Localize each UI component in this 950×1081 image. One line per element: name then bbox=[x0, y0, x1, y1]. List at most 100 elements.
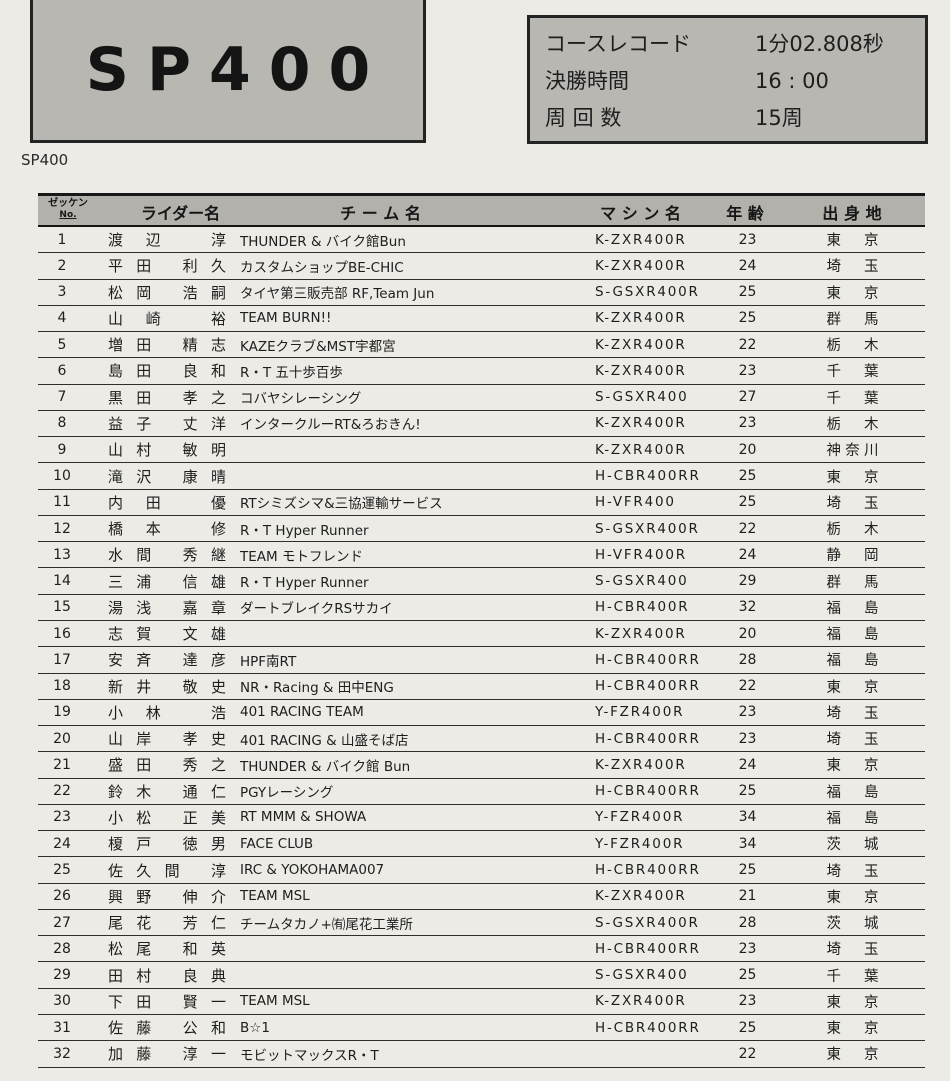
table-row: 5 増田 精志 KAZEクラブ&MST宇都宮 K-ZXR400R 22 栃木 bbox=[38, 332, 925, 359]
cell-rider: 新井 敬史 bbox=[108, 677, 226, 696]
cell-no: 29 bbox=[53, 967, 71, 984]
table-row: 3 松岡 浩嗣 タイヤ第三販売部 RF,Team Jun S-GSXR400R … bbox=[38, 280, 925, 306]
cell-rider: 山岸 孝史 bbox=[108, 730, 226, 749]
cell-rider: 三浦 信雄 bbox=[108, 572, 226, 591]
cell-origin: 福島 bbox=[826, 653, 879, 670]
cell-team: THUNDER & バイク館 Bun bbox=[240, 758, 411, 775]
cell-age: 23 bbox=[738, 362, 757, 379]
table-row: 19 小林 浩 401 RACING TEAM Y-FZR400R 23 埼玉 bbox=[38, 700, 925, 727]
cell-no: 3 bbox=[57, 284, 67, 301]
cell-no: 31 bbox=[53, 1019, 71, 1036]
cell-rider: 尾花 芳仁 bbox=[108, 914, 226, 933]
cell-origin: 群馬 bbox=[826, 574, 879, 591]
cell-machine: Y-FZR400R bbox=[595, 809, 685, 826]
cell-machine: S-GSXR400 bbox=[595, 573, 689, 590]
cell-machine: S-GSXR400 bbox=[595, 389, 689, 406]
table-row: 15 湯浅 嘉章 ダートブレイクRSサカイ H-CBR400R 32 福島 bbox=[38, 595, 925, 621]
cell-rider: 田村 良典 bbox=[108, 966, 226, 985]
cell-age: 20 bbox=[738, 625, 757, 642]
laps-label: 周 回 数 bbox=[545, 106, 622, 130]
header-age: 年 齢 bbox=[726, 204, 764, 223]
cell-no: 10 bbox=[53, 468, 71, 485]
cell-machine: K-ZXR400R bbox=[595, 336, 687, 353]
cell-no: 17 bbox=[53, 651, 71, 668]
cell-machine: H-CBR400R bbox=[595, 599, 690, 616]
cell-machine: K-ZXR400R bbox=[595, 231, 687, 248]
cell-rider: 佐久間 淳 bbox=[108, 861, 226, 880]
table-row: 27 尾花 芳仁 チームタカノ+㈲尾花工業所 S-GSXR400R 28 茨城 bbox=[38, 910, 925, 937]
cell-team: FACE CLUB bbox=[240, 835, 314, 852]
cell-age: 24 bbox=[738, 756, 757, 773]
cell-rider: 増田 精志 bbox=[108, 336, 226, 355]
cell-origin: 神奈川 bbox=[826, 443, 879, 460]
cell-origin: 東京 bbox=[826, 679, 879, 696]
cell-age: 21 bbox=[738, 888, 757, 905]
cell-team: B☆1 bbox=[240, 1019, 270, 1036]
cell-rider: 山崎 裕 bbox=[108, 309, 226, 328]
cell-rider: 盛田 秀之 bbox=[108, 756, 226, 775]
cell-team: 401 RACING TEAM bbox=[240, 704, 364, 721]
cell-origin: 福島 bbox=[826, 600, 879, 617]
cell-rider: 益子 丈洋 bbox=[108, 414, 226, 433]
table-row: 10 滝沢 康晴 H-CBR400RR 25 東京 bbox=[38, 463, 925, 490]
cell-team: TEAM MSL bbox=[240, 888, 310, 905]
table-row: 1 渡辺 淳 THUNDER & バイク館Bun K-ZXR400R 23 東京 bbox=[38, 227, 925, 254]
cell-team: モビットマックスR・T bbox=[240, 1047, 379, 1064]
cell-rider: 黒田 孝之 bbox=[108, 388, 226, 407]
cell-age: 23 bbox=[738, 940, 757, 957]
cell-team: 401 RACING & 山盛そば店 bbox=[240, 732, 409, 749]
cell-team: カスタムショップBE-CHIC bbox=[240, 259, 404, 276]
header-machine-name: マ シ ン 名 bbox=[600, 204, 681, 223]
cell-machine: H-CBR400RR bbox=[595, 678, 701, 695]
cell-no: 20 bbox=[53, 730, 71, 747]
cell-age: 23 bbox=[738, 993, 757, 1010]
cell-origin: 静岡 bbox=[826, 548, 879, 565]
laps-value: 15周 bbox=[755, 106, 803, 130]
cell-machine: H-CBR400RR bbox=[595, 940, 701, 957]
cell-origin: 福島 bbox=[826, 784, 879, 801]
cell-rider: 下田 賢一 bbox=[108, 992, 226, 1011]
cell-machine: K-ZXR400R bbox=[595, 257, 687, 274]
cell-rider: 安斉 達彦 bbox=[108, 651, 226, 670]
cell-no: 26 bbox=[53, 888, 71, 905]
cell-team: KAZEクラブ&MST宇都宮 bbox=[240, 338, 396, 355]
cell-origin: 千葉 bbox=[826, 968, 879, 985]
cell-age: 23 bbox=[738, 231, 757, 248]
cell-no: 13 bbox=[53, 546, 71, 563]
cell-no: 30 bbox=[53, 993, 71, 1010]
cell-no: 14 bbox=[53, 573, 71, 590]
cell-origin: 千葉 bbox=[826, 390, 879, 407]
cell-age: 23 bbox=[738, 415, 757, 432]
cell-no: 12 bbox=[53, 520, 71, 537]
info-row-final-time: 決勝時間 16 : 00 bbox=[545, 63, 925, 100]
cell-no: 11 bbox=[53, 494, 71, 511]
cell-age: 28 bbox=[738, 651, 757, 668]
table-row: 7 黒田 孝之 コバヤシレーシング S-GSXR400 27 千葉 bbox=[38, 385, 925, 411]
header-zekken-top: ゼッケン bbox=[48, 198, 88, 209]
cell-team: チームタカノ+㈲尾花工業所 bbox=[240, 916, 413, 933]
table-row: 18 新井 敬史 NR・Racing & 田中ENG H-CBR400RR 22… bbox=[38, 674, 925, 700]
cell-machine: H-CBR400RR bbox=[595, 730, 701, 747]
cell-no: 21 bbox=[53, 756, 71, 773]
cell-rider: 島田 良和 bbox=[108, 362, 226, 381]
cell-team: タイヤ第三販売部 RF,Team Jun bbox=[240, 286, 435, 303]
cell-age: 25 bbox=[738, 862, 757, 878]
cell-origin: 東京 bbox=[826, 758, 879, 775]
cell-origin: 東京 bbox=[826, 1047, 879, 1064]
cell-machine: K-ZXR400R bbox=[595, 362, 687, 379]
cell-age: 22 bbox=[738, 520, 757, 537]
cell-no: 4 bbox=[57, 310, 67, 327]
cell-rider: 興野 伸介 bbox=[108, 887, 226, 906]
cell-machine: K-ZXR400R bbox=[595, 625, 687, 642]
cell-rider: 渡辺 淳 bbox=[108, 231, 226, 250]
cell-age: 25 bbox=[738, 468, 757, 485]
cell-origin: 福島 bbox=[826, 810, 879, 827]
cell-team: R・T Hyper Runner bbox=[240, 522, 369, 539]
cell-origin: 茨城 bbox=[826, 837, 879, 854]
final-time-value: 16 : 00 bbox=[755, 69, 829, 93]
cell-age: 22 bbox=[738, 1045, 757, 1062]
table-row: 14 三浦 信雄 R・T Hyper Runner S-GSXR400 29 群… bbox=[38, 568, 925, 595]
cell-origin: 埼玉 bbox=[826, 495, 879, 512]
cell-machine: H-CBR400RR bbox=[595, 783, 701, 800]
cell-machine: S-GSXR400R bbox=[595, 914, 700, 931]
